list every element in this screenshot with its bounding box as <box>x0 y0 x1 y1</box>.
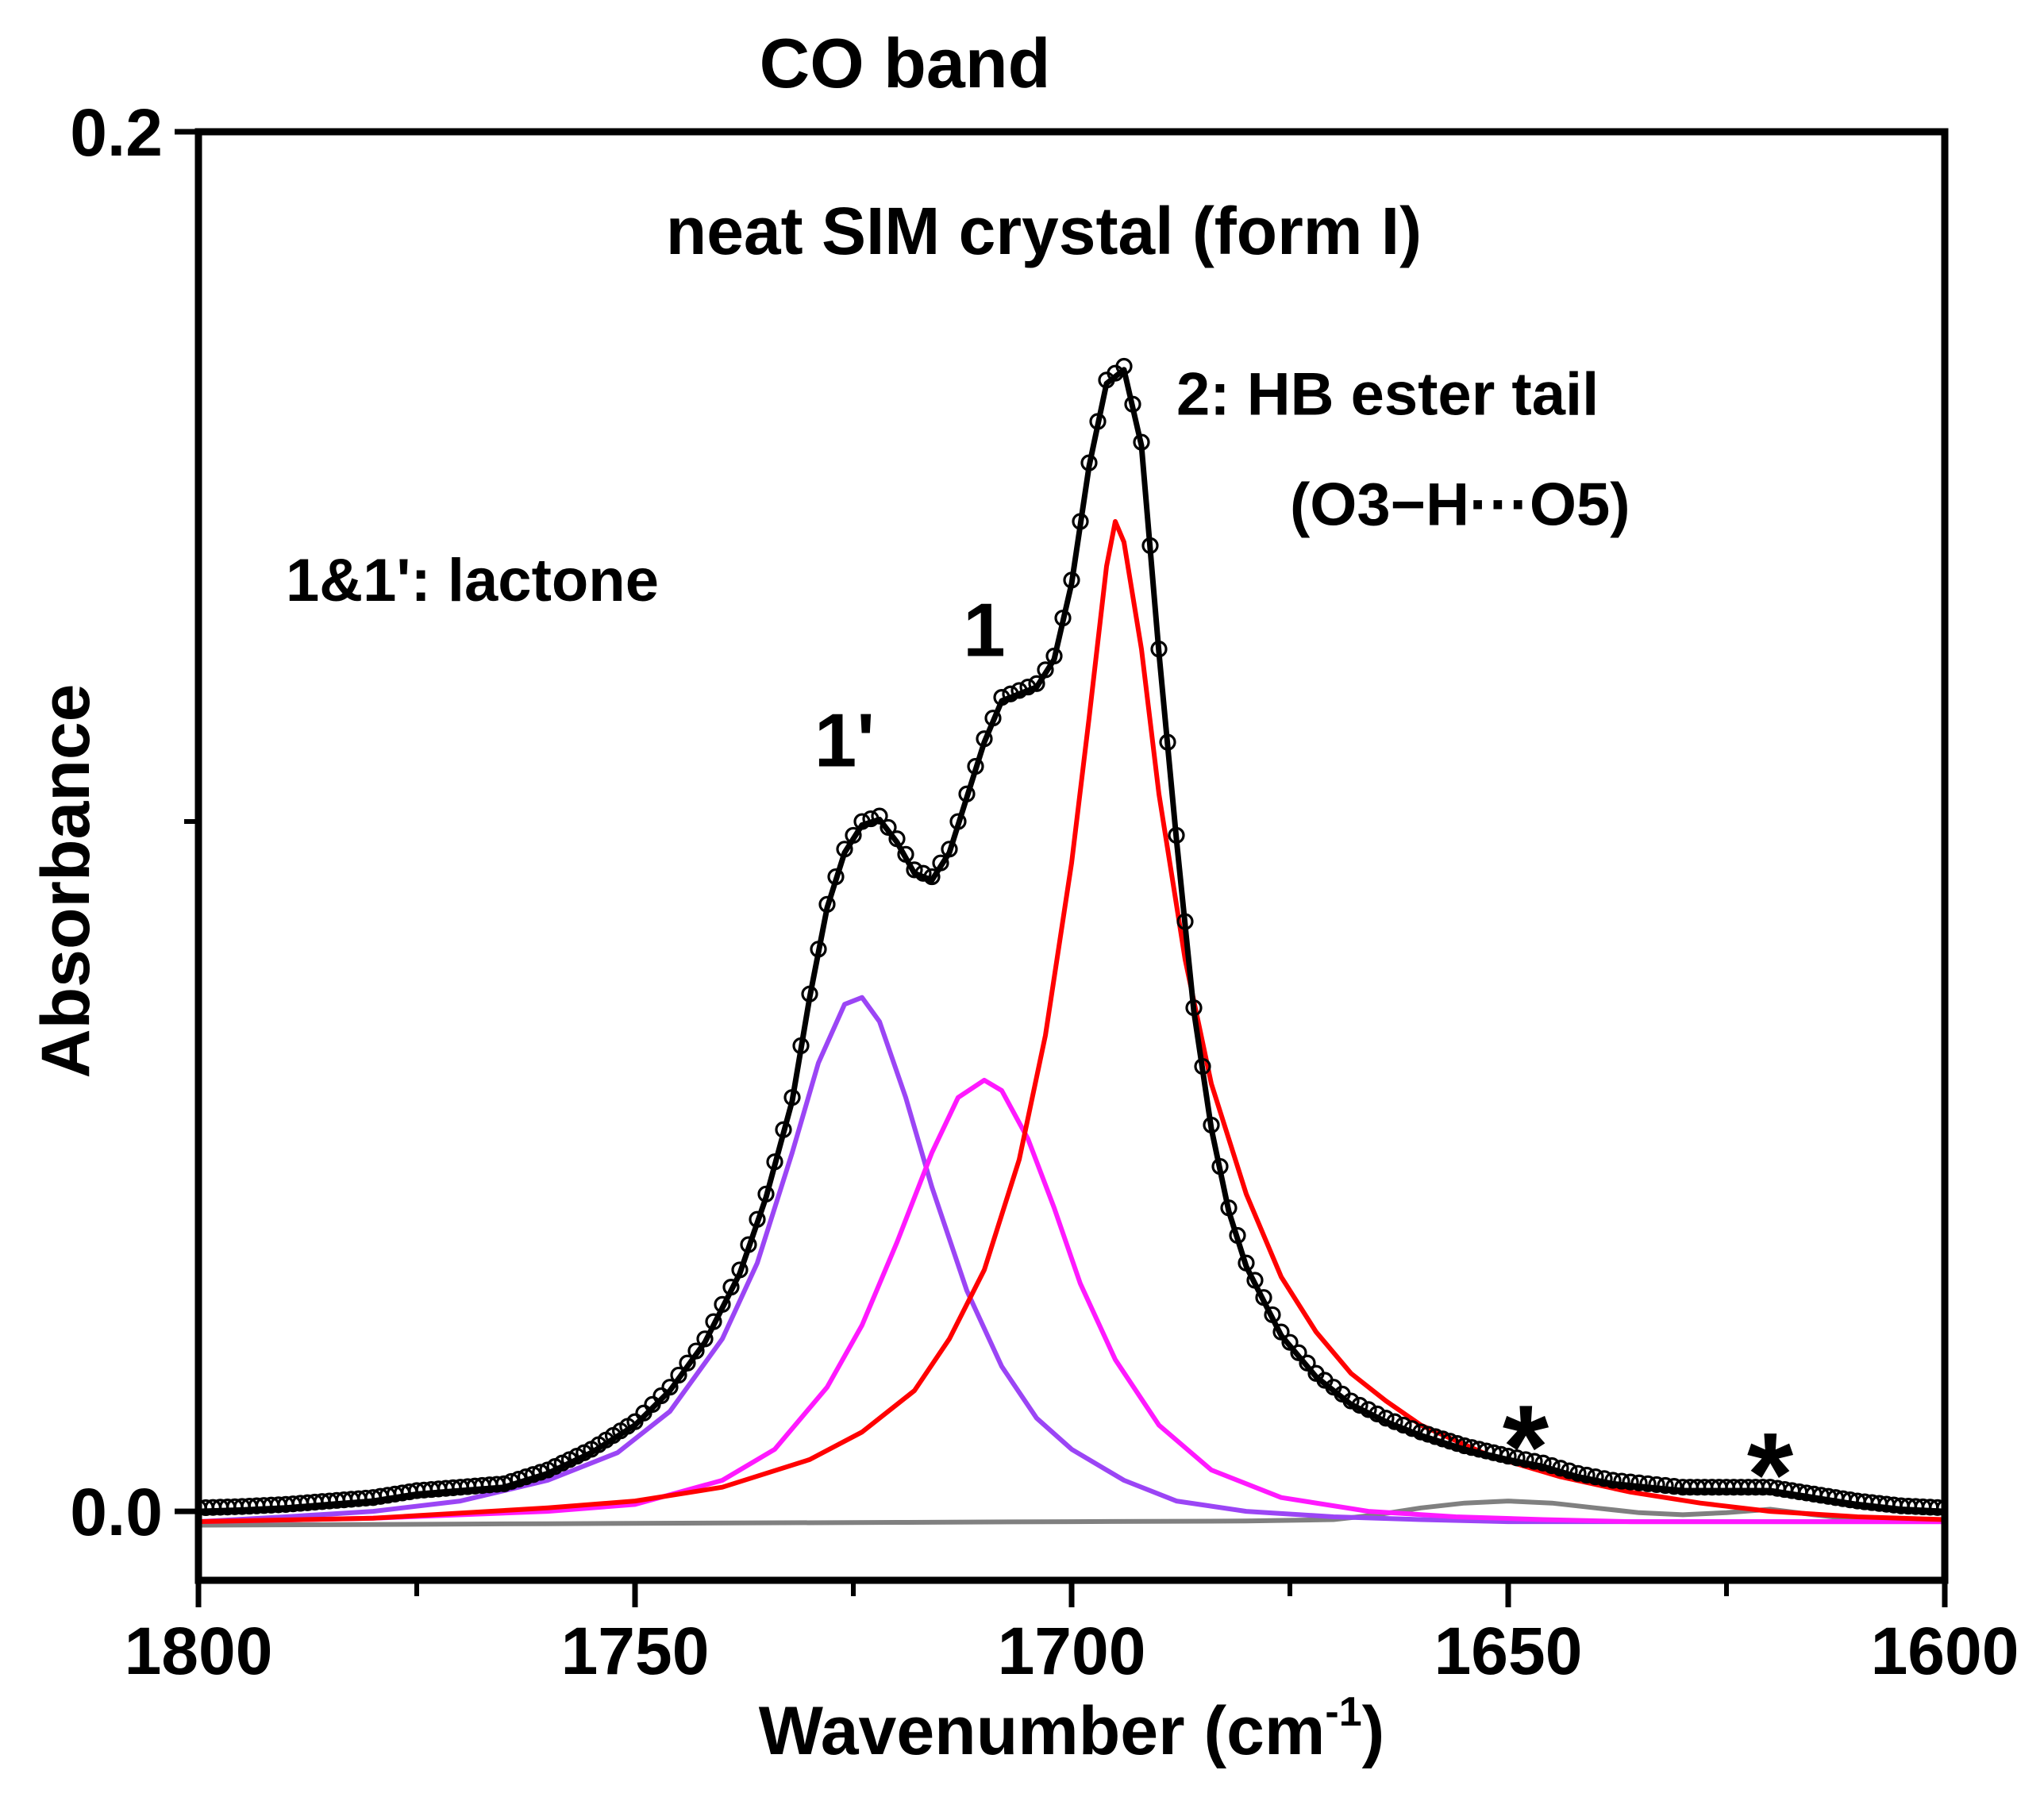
series-experimental <box>198 357 1945 1517</box>
experimental-point <box>1936 1499 1945 1517</box>
tick-layer: 1800 1750 1700 1650 1600 0.0 0.2 <box>70 95 2019 1688</box>
annotation-6: * <box>1747 1407 1794 1541</box>
series-line-peak_1prime <box>198 995 1945 1525</box>
x-axis-label: Wavenumber (cm-1) <box>759 1689 1385 1769</box>
chart-subtitle: neat SIM crystal (form I) <box>666 194 1422 268</box>
annotation-2: 1 <box>963 587 1005 672</box>
series-line-peak_2 <box>198 519 1945 1525</box>
y-tick-label-0.0: 0.0 <box>70 1475 163 1549</box>
annotation-4: (O3−H···O5) <box>1290 471 1630 538</box>
series-layer <box>198 357 1945 1528</box>
series-fit_total <box>198 367 1945 1514</box>
annotation-0: 1&1': lactone <box>286 547 659 614</box>
annotation-3: 2: HB ester tail <box>1176 360 1599 428</box>
experimental-point <box>906 861 923 879</box>
annotation-5: * <box>1503 1380 1549 1514</box>
series-line-peak_1 <box>198 1077 1945 1525</box>
series-line-fit_total <box>198 367 1945 1514</box>
x-axis-label-close: ) <box>1362 1693 1385 1769</box>
series-peak_1 <box>198 1077 1945 1525</box>
annotation-1: 1' <box>814 698 875 783</box>
x-tick-label-1700: 1700 <box>998 1614 1146 1688</box>
series-peak_1prime <box>198 995 1945 1525</box>
series-peak_2 <box>198 519 1945 1525</box>
x-tick-label-1750: 1750 <box>561 1614 710 1688</box>
annotation-layer: 1&1': lactone 1' 1 2: HB ester tail (O3−H···… <box>286 360 1794 1541</box>
x-axis-label-superscript: -1 <box>1325 1689 1361 1735</box>
x-tick-label-1600: 1600 <box>1871 1614 2019 1688</box>
x-axis-label-main: Wavenumber (cm <box>759 1693 1326 1769</box>
x-tick-label-1650: 1650 <box>1434 1614 1583 1688</box>
chart-title: CO band <box>760 24 1051 102</box>
x-tick-label-1800: 1800 <box>125 1614 273 1688</box>
experimental-point <box>1028 675 1045 692</box>
y-tick-label-0.2: 0.2 <box>70 95 163 170</box>
y-axis-label: Absorbance <box>28 683 104 1078</box>
